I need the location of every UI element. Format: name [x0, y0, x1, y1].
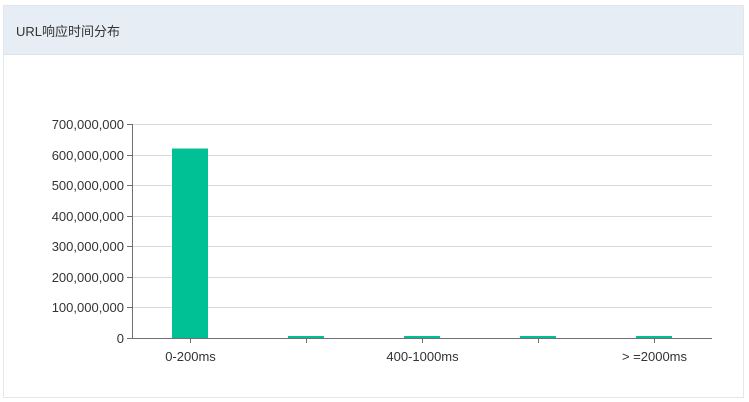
- y-tick-label: 300,000,000: [52, 239, 124, 254]
- y-tick-label: 400,000,000: [52, 209, 124, 224]
- chart-area: 0 100,000,000 200,000,000 300,000,000 400,00…: [4, 55, 743, 397]
- y-tick-label: 200,000,000: [52, 270, 124, 285]
- y-tick-label: 500,000,000: [52, 178, 124, 193]
- y-axis: 0 100,000,000 200,000,000 300,000,000 400,00…: [52, 117, 133, 346]
- chart-panel: URL响应时间分布 0 100,000,000 200,000,000 300,000…: [3, 5, 744, 398]
- y-tick-label: 0: [117, 331, 124, 346]
- grid-lines: [132, 124, 712, 308]
- y-tick-label: 600,000,000: [52, 148, 124, 163]
- panel-title: URL响应时间分布: [16, 23, 121, 39]
- bars: [172, 148, 672, 339]
- x-tick-label: 0-200ms: [165, 349, 216, 364]
- bar-200-400ms[interactable]: [288, 336, 324, 338]
- x-axis: 0-200ms 400-1000ms > =2000ms: [132, 338, 712, 364]
- panel-header: URL响应时间分布: [4, 6, 743, 55]
- bar-400-1000ms[interactable]: [404, 336, 440, 338]
- x-tick-label: 400-1000ms: [386, 349, 459, 364]
- y-tick-label: 100,000,000: [52, 300, 124, 315]
- bar-chart: 0 100,000,000 200,000,000 300,000,000 400,00…: [52, 117, 712, 364]
- x-tick-label: > =2000ms: [622, 349, 688, 364]
- bar-0-200ms[interactable]: [172, 148, 208, 339]
- bar-1000-2000ms[interactable]: [520, 336, 556, 338]
- bar-2000ms[interactable]: [636, 336, 672, 338]
- y-tick-label: 700,000,000: [52, 117, 124, 132]
